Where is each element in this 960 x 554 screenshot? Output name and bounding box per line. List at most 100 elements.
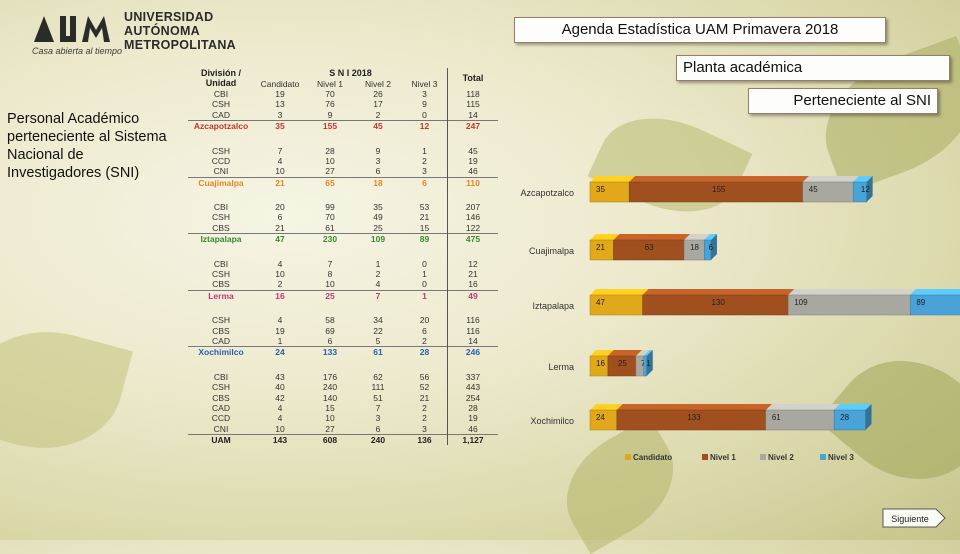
total-cell: 246 bbox=[447, 346, 498, 358]
value-cell: 4 bbox=[277, 402, 283, 413]
legend-label: Nivel 3 bbox=[828, 453, 854, 462]
value-cell: 21 bbox=[419, 212, 430, 223]
division-cell: CCD bbox=[211, 155, 231, 166]
total-cell: 49 bbox=[447, 289, 498, 302]
value-cell: 7 bbox=[375, 402, 381, 413]
next-button[interactable]: Siguiente bbox=[882, 508, 946, 528]
value-cell: 1 bbox=[277, 336, 283, 346]
division-cell: CBI bbox=[213, 371, 229, 382]
table-row: CCD 4 10 3 2 19 bbox=[188, 413, 498, 424]
value-cell: 2 bbox=[422, 336, 427, 346]
university-name: UNIVERSIDAD AUTÓNOMA METROPOLITANA bbox=[124, 10, 236, 52]
value-cell: 46 bbox=[447, 166, 498, 178]
value-cell: 116 bbox=[447, 325, 498, 336]
bar-segment-top bbox=[616, 404, 772, 410]
value-cell: 3 bbox=[375, 413, 381, 424]
value-cell: 21 bbox=[419, 392, 430, 403]
value-cell: 1 bbox=[422, 145, 427, 156]
bar-segment-top bbox=[834, 404, 872, 410]
bar-segment-top bbox=[590, 176, 636, 182]
total-cell: 89 bbox=[402, 233, 448, 245]
value-cell: 14 bbox=[447, 335, 498, 347]
bar-segment-top bbox=[590, 350, 614, 356]
value-cell: 40 bbox=[275, 382, 285, 393]
total-cell: 143 bbox=[254, 433, 306, 446]
unit-total-row: Cuajimalpa 21 65 18 6 110 bbox=[188, 176, 498, 188]
bar-segment-top bbox=[802, 176, 860, 182]
bar-segment-top bbox=[607, 350, 642, 356]
value-cell: 2 bbox=[375, 109, 381, 120]
total-cell: 12 bbox=[402, 119, 448, 132]
unit-name-cell: Lerma bbox=[188, 289, 254, 302]
value-cell: 10 bbox=[325, 279, 335, 290]
value-cell: 3 bbox=[277, 109, 283, 120]
category-label: Iztapalapa bbox=[532, 301, 574, 311]
table-row: CBS 42 140 51 21 254 bbox=[188, 392, 498, 403]
total-cell: 109 bbox=[354, 233, 402, 245]
page-title: Agenda Estadística UAM Primavera 2018 bbox=[514, 17, 886, 43]
bar-segment-side bbox=[646, 350, 653, 376]
total-cell: 1 bbox=[402, 289, 448, 302]
bar-segment-top bbox=[590, 404, 623, 410]
data-label: 7 bbox=[641, 359, 646, 368]
division-cell: CNI bbox=[213, 423, 229, 434]
data-label: 6 bbox=[709, 243, 714, 252]
value-cell: 49 bbox=[373, 212, 383, 223]
bar-segment-top bbox=[642, 289, 795, 295]
value-cell: 27 bbox=[325, 166, 335, 177]
value-cell: 19 bbox=[447, 155, 498, 167]
value-cell: 2 bbox=[277, 279, 283, 290]
table-row: CSH 13 76 17 9 115 bbox=[188, 99, 498, 110]
total-cell: 65 bbox=[306, 176, 354, 188]
total-cell: 230 bbox=[306, 233, 354, 245]
header-sni: S N I 2018 bbox=[329, 68, 372, 79]
value-cell: 34 bbox=[373, 315, 383, 326]
total-cell: 133 bbox=[306, 346, 354, 358]
table-row: CAD 4 15 7 2 28 bbox=[188, 402, 498, 414]
header-nivel2: Nivel 2 bbox=[365, 78, 391, 89]
unit-total-row: Iztapalapa 47 230 109 89 475 bbox=[188, 233, 498, 245]
unit-name-cell: UAM bbox=[188, 433, 254, 446]
division-cell: CNI bbox=[213, 166, 229, 177]
division-cell: CSH bbox=[212, 269, 230, 280]
table-row: CNI 10 27 6 3 46 bbox=[188, 166, 498, 178]
unit-name-cell: Cuajimalpa bbox=[188, 176, 254, 188]
data-label: 18 bbox=[690, 243, 699, 252]
value-cell: 21 bbox=[447, 268, 498, 280]
data-label: 28 bbox=[840, 413, 849, 422]
value-cell: 7 bbox=[277, 145, 283, 156]
value-cell: 35 bbox=[373, 202, 383, 213]
division-cell: CSH bbox=[212, 212, 230, 223]
unit-name-cell: Iztapalapa bbox=[188, 233, 254, 245]
table-row: CBS 21 61 25 15 122 bbox=[188, 222, 498, 234]
value-cell: 76 bbox=[325, 99, 335, 110]
value-cell: 115 bbox=[447, 99, 498, 110]
value-cell: 10 bbox=[275, 423, 285, 434]
data-label: 45 bbox=[809, 185, 818, 194]
total-cell: 110 bbox=[447, 176, 498, 188]
value-cell: 140 bbox=[322, 392, 338, 403]
bar-segment-top bbox=[643, 350, 653, 356]
legend-swatch bbox=[625, 454, 631, 460]
data-label: 155 bbox=[712, 185, 726, 194]
value-cell: 118 bbox=[447, 88, 498, 100]
bar-segment-top bbox=[704, 234, 717, 240]
value-cell: 240 bbox=[322, 382, 338, 393]
value-cell: 25 bbox=[373, 222, 383, 233]
value-cell: 27 bbox=[325, 423, 335, 434]
bar-segment-top bbox=[853, 176, 873, 182]
table-row: CBS 2 10 4 0 16 bbox=[188, 279, 498, 291]
value-cell: 15 bbox=[325, 402, 335, 413]
value-cell: 26 bbox=[373, 88, 383, 99]
table-row: CAD 3 9 2 0 14 bbox=[188, 109, 498, 121]
data-label: 47 bbox=[596, 298, 605, 307]
value-cell: 70 bbox=[325, 212, 335, 223]
section-title: Perteneciente al SNI bbox=[748, 88, 938, 114]
table-row: CAD 1 6 5 2 14 bbox=[188, 335, 498, 347]
division-cell: CAD bbox=[212, 336, 230, 346]
value-cell: 111 bbox=[371, 382, 385, 393]
value-cell: 3 bbox=[422, 88, 427, 99]
legend-swatch bbox=[820, 454, 826, 460]
division-cell: CBI bbox=[213, 202, 229, 213]
bar-segment-top bbox=[910, 289, 960, 295]
